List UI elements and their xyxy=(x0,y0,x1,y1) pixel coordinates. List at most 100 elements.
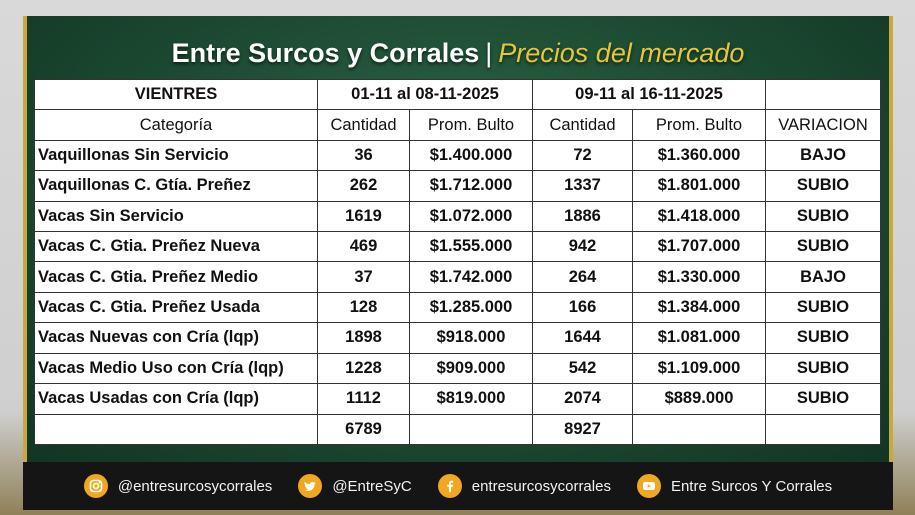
prom-bulto-1-cell: $1.285.000 xyxy=(409,291,533,324)
prom-bulto-2-cell: $1.707.000 xyxy=(632,231,766,263)
cantidad-2-cell: 1337 xyxy=(532,170,633,202)
cantidad-1-cell: 37 xyxy=(317,261,410,293)
cantidad-2-cell: 542 xyxy=(532,352,633,385)
col-header-cantidad-1: Cantidad xyxy=(317,109,410,141)
prom-bulto-1-cell: $1.555.000 xyxy=(409,231,533,263)
page-title: Entre Surcos y Corrales | Precios del merc… xyxy=(27,38,889,69)
table-row: Vacas C. Gtia. Preñez Usada 128 $1.285.000… xyxy=(34,291,881,324)
prom-bulto-2-cell: $1.081.000 xyxy=(632,322,766,354)
section-label: VIENTRES xyxy=(34,78,318,111)
twitter-handle: @EntreSyC xyxy=(332,477,412,495)
cantidad-2-cell: 72 xyxy=(532,139,633,172)
empty-header-cell xyxy=(765,78,881,111)
instagram-handle: @entresurcosycorrales xyxy=(117,477,273,495)
prom-bulto-2-cell: $1.801.000 xyxy=(632,170,766,202)
cantidad-1-cell: 469 xyxy=(317,231,410,263)
prom-bulto-1-cell: $1.072.000 xyxy=(409,200,533,233)
cantidad-1-cell: 36 xyxy=(317,139,410,172)
prices-table: VIENTRES 01-11 al 08-11-2025 09-11 al 16… xyxy=(34,78,881,446)
total-empty-cell xyxy=(632,413,766,446)
twitter-icon xyxy=(298,474,323,498)
col-header-cantidad-2: Cantidad xyxy=(532,109,633,141)
total-cantidad-1: 6789 xyxy=(317,413,410,446)
table-row: Vacas Nuevas con Cría (lqp) 1898 $918.000 1… xyxy=(34,322,881,354)
youtube-icon xyxy=(636,474,661,498)
period2-label: 09-11 al 16-11-2025 xyxy=(532,78,766,111)
category-cell: Vaquillonas C. Gtía. Preñez xyxy=(34,170,318,202)
totals-row: 6789 8927 xyxy=(34,413,881,446)
col-header-prom-2: Prom. Bulto xyxy=(632,109,766,141)
variacion-cell: SUBIO xyxy=(765,291,881,324)
variacion-cell: SUBIO xyxy=(765,231,881,263)
category-cell: Vacas Medio Uso con Cría (lqp) xyxy=(34,352,318,385)
facebook-icon xyxy=(437,474,462,498)
cantidad-1-cell: 1898 xyxy=(317,322,410,354)
variacion-cell: SUBIO xyxy=(765,383,881,415)
variacion-cell: SUBIO xyxy=(765,352,881,385)
cantidad-1-cell: 1112 xyxy=(317,383,410,415)
instagram-icon xyxy=(83,474,108,498)
variacion-cell: SUBIO xyxy=(765,170,881,202)
table-row: Vacas C. Gtia. Preñez Medio 37 $1.742.000 2… xyxy=(34,261,881,293)
prom-bulto-2-cell: $1.330.000 xyxy=(632,261,766,293)
table-header-row: VIENTRES 01-11 al 08-11-2025 09-11 al 16… xyxy=(34,78,881,111)
variacion-cell: SUBIO xyxy=(765,200,881,233)
category-cell: Vacas C. Gtia. Preñez Medio xyxy=(34,261,318,293)
cantidad-2-cell: 264 xyxy=(532,261,633,293)
cantidad-1-cell: 1228 xyxy=(317,352,410,385)
cantidad-2-cell: 942 xyxy=(532,231,633,263)
instagram-link[interactable]: @entresurcosycorrales xyxy=(83,474,273,498)
table-row: Vacas Usadas con Cría (lqp) 1112 $819.000 2… xyxy=(34,383,881,415)
social-footer: @entresurcosycorrales @EntreSyC entresur… xyxy=(23,462,893,510)
prom-bulto-1-cell: $819.000 xyxy=(409,383,533,415)
total-empty-cell xyxy=(765,413,881,446)
variacion-cell: BAJO xyxy=(765,261,881,293)
category-cell: Vacas C. Gtia. Preñez Nueva xyxy=(34,231,318,263)
category-cell: Vacas C. Gtia. Preñez Usada xyxy=(34,291,318,324)
cantidad-2-cell: 166 xyxy=(532,291,633,324)
facebook-handle: entresurcosycorrales xyxy=(471,477,611,495)
title-separator: | xyxy=(485,38,493,68)
prom-bulto-1-cell: $1.400.000 xyxy=(409,139,533,172)
table-row: Vaquillonas Sin Servicio 36 $1.400.000 72 $1… xyxy=(34,139,881,172)
prom-bulto-2-cell: $1.384.000 xyxy=(632,291,766,324)
period1-label: 01-11 al 08-11-2025 xyxy=(317,78,533,111)
table-row: Vacas Medio Uso con Cría (lqp) 1228 $909.0… xyxy=(34,352,881,385)
twitter-link[interactable]: @EntreSyC xyxy=(298,474,412,498)
cantidad-2-cell: 1886 xyxy=(532,200,633,233)
prom-bulto-1-cell: $1.742.000 xyxy=(409,261,533,293)
col-header-variacion: VARIACION xyxy=(765,109,881,141)
cantidad-1-cell: 1619 xyxy=(317,200,410,233)
total-cantidad-2: 8927 xyxy=(532,413,633,446)
prom-bulto-1-cell: $918.000 xyxy=(409,322,533,354)
col-header-categoria: Categoría xyxy=(34,109,318,141)
category-cell: Vacas Usadas con Cría (lqp) xyxy=(34,383,318,415)
variacion-cell: SUBIO xyxy=(765,322,881,354)
prom-bulto-2-cell: $889.000 xyxy=(632,383,766,415)
youtube-channel: Entre Surcos Y Corrales xyxy=(670,477,833,495)
prom-bulto-2-cell: $1.360.000 xyxy=(632,139,766,172)
prom-bulto-1-cell: $1.712.000 xyxy=(409,170,533,202)
prom-bulto-2-cell: $1.109.000 xyxy=(632,352,766,385)
cantidad-2-cell: 2074 xyxy=(532,383,633,415)
cantidad-1-cell: 128 xyxy=(317,291,410,324)
category-cell: Vacas Sin Servicio xyxy=(34,200,318,233)
prom-bulto-2-cell: $1.418.000 xyxy=(632,200,766,233)
table-row: Vacas C. Gtia. Preñez Nueva 469 $1.555.000… xyxy=(34,231,881,263)
column-header-row: Categoría Cantidad Prom. Bulto Cantidad … xyxy=(34,109,881,141)
col-header-prom-1: Prom. Bulto xyxy=(409,109,533,141)
title-subtitle: Precios del mercado xyxy=(498,38,745,68)
cantidad-1-cell: 262 xyxy=(317,170,410,202)
table-row: Vacas Sin Servicio 1619 $1.072.000 1886 $1.4… xyxy=(34,200,881,233)
title-main: Entre Surcos y Corrales xyxy=(171,38,480,68)
prom-bulto-1-cell: $909.000 xyxy=(409,352,533,385)
cantidad-2-cell: 1644 xyxy=(532,322,633,354)
category-cell: Vaquillonas Sin Servicio xyxy=(34,139,318,172)
youtube-link[interactable]: Entre Surcos Y Corrales xyxy=(636,474,833,498)
table-row: Vaquillonas C. Gtía. Preñez 262 $1.712.000… xyxy=(34,170,881,202)
total-empty-cell xyxy=(34,413,318,446)
total-empty-cell xyxy=(409,413,533,446)
facebook-link[interactable]: entresurcosycorrales xyxy=(437,474,611,498)
category-cell: Vacas Nuevas con Cría (lqp) xyxy=(34,322,318,354)
variacion-cell: BAJO xyxy=(765,139,881,172)
